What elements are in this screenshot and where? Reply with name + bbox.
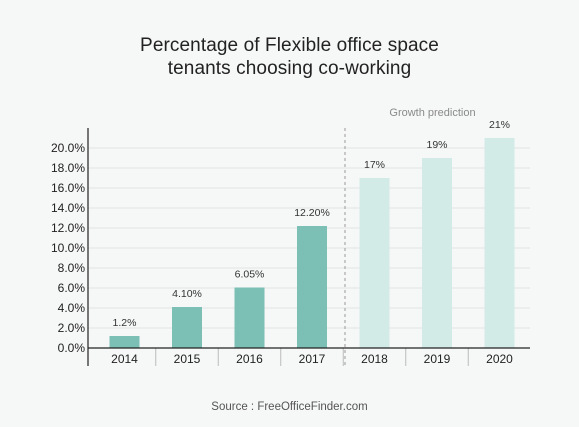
x-tick-label: 2019	[424, 352, 451, 366]
y-tick-label: 20.0%	[51, 141, 85, 155]
y-tick-label: 4.0%	[58, 301, 86, 315]
y-tick-label: 6.0%	[58, 281, 86, 295]
growth-prediction-annotation: Growth prediction	[389, 107, 476, 119]
y-tick-label: 8.0%	[58, 261, 86, 275]
bar-2016	[234, 287, 265, 348]
bar-2018	[359, 178, 390, 348]
bar-2017	[297, 226, 327, 348]
y-tick-label: 14.0%	[51, 201, 85, 215]
bar-2019	[422, 158, 452, 348]
data-label-2014: 1.2%	[113, 317, 137, 329]
data-label-2019: 19%	[426, 139, 447, 151]
chart-title-line-2: tenants choosing co-working	[167, 58, 412, 79]
y-tick-label: 2.0%	[58, 321, 86, 335]
data-label-2016: 6.05%	[235, 269, 265, 281]
bar-2014	[109, 336, 140, 348]
data-label-2017: 12.20%	[294, 207, 330, 219]
y-tick-label: 18.0%	[51, 161, 85, 175]
y-tick-label: 10.0%	[51, 241, 85, 255]
x-tick-label: 2018	[361, 352, 388, 366]
x-tick-label: 2020	[486, 352, 513, 366]
y-tick-label: 0.0%	[58, 341, 86, 355]
source-note: Source : FreeOfficeFinder.com	[211, 401, 368, 413]
bar-2020	[484, 138, 515, 348]
x-tick-label: 2015	[174, 352, 201, 366]
x-tick-label: 2016	[236, 352, 263, 366]
y-tick-label: 16.0%	[51, 181, 85, 195]
chart-title-line-1: Percentage of Flexible office space	[140, 35, 439, 56]
data-label-2018: 17%	[364, 159, 385, 171]
x-tick-label: 2017	[299, 352, 326, 366]
x-tick-label: 2014	[111, 352, 138, 366]
y-tick-label: 12.0%	[51, 221, 85, 235]
bar-2015	[172, 307, 202, 348]
data-label-2015: 4.10%	[172, 288, 202, 300]
data-label-2020: 21%	[489, 119, 510, 131]
